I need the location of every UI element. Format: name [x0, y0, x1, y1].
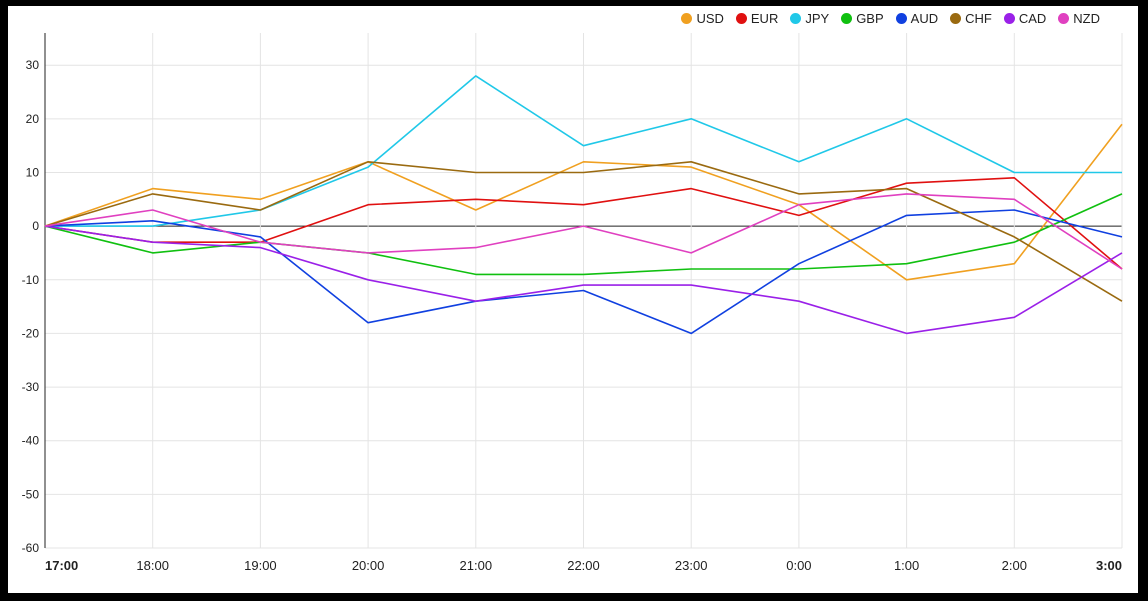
series-line-jpy: [45, 75, 1122, 227]
legend-item-eur[interactable]: EUR: [735, 11, 779, 26]
legend-swatch: [1058, 13, 1070, 24]
legend-swatch: [790, 13, 802, 24]
x-tick-label: 23:00: [675, 558, 708, 573]
y-tick-label: 30: [26, 58, 40, 72]
legend-label: GBP: [856, 11, 884, 26]
series-line-chf: [44, 161, 1123, 302]
legend-item-aud[interactable]: AUD: [895, 11, 939, 26]
legend-swatch: [895, 13, 907, 24]
chart-frame: 30 20 10 0 -10 -20 -30 -40 -50 -60 17:00 18:00 19:0…: [8, 6, 1138, 593]
x-tick-label: 21:00: [460, 558, 493, 573]
legend-label: JPY: [805, 11, 830, 26]
legend-label: NZD: [1073, 11, 1100, 26]
series-line-usd: [44, 123, 1123, 281]
x-tick-label: 2:00: [1002, 558, 1027, 573]
grid-lines: [44, 33, 1123, 549]
x-tick-label: 19:00: [244, 558, 277, 573]
x-tick-label: 0:00: [786, 558, 811, 573]
y-tick-label: 20: [26, 112, 40, 126]
y-tick-label: -20: [22, 326, 40, 340]
y-tick-label: 0: [32, 219, 39, 233]
x-tick-label: 17:00: [45, 558, 78, 573]
series-line-nzd: [44, 193, 1123, 270]
legend-label: CHF: [965, 11, 992, 26]
x-axis-ticks: 17:00 18:00 19:00 20:00 21:00 22:00 23:00 0:00 1…: [45, 558, 1122, 573]
legend-item-usd[interactable]: USD: [681, 11, 724, 26]
y-tick-label: -10: [22, 273, 40, 287]
legend-label: USD: [696, 11, 724, 26]
legend-item-jpy[interactable]: JPY: [790, 11, 829, 26]
legend-label: EUR: [750, 11, 779, 26]
series-lines: [44, 75, 1123, 335]
legend-swatch: [681, 13, 693, 24]
legend-item-chf[interactable]: CHF: [950, 11, 992, 26]
x-tick-label: 18:00: [136, 558, 169, 573]
series-line-cad: [44, 225, 1123, 335]
x-tick-label: 22:00: [567, 558, 600, 573]
x-tick-label: 20:00: [352, 558, 385, 573]
line-chart: 30 20 10 0 -10 -20 -30 -40 -50 -60 17:00 18:00 19:0…: [22, 33, 1123, 573]
legend-swatch: [1003, 13, 1015, 24]
y-axis-ticks: 30 20 10 0 -10 -20 -30 -40 -50 -60: [22, 58, 40, 555]
legend-swatch: [735, 13, 747, 24]
legend: USD EUR JPY GBP AUD CHF CAD NZD: [681, 11, 1100, 26]
y-tick-label: 10: [26, 165, 40, 179]
legend-item-nzd[interactable]: NZD: [1058, 11, 1100, 26]
series-line-eur: [44, 177, 1123, 270]
x-tick-label: 3:00: [1096, 558, 1122, 573]
legend-item-gbp[interactable]: GBP: [841, 11, 884, 26]
legend-label: CAD: [1018, 11, 1047, 26]
y-tick-label: -50: [22, 487, 40, 501]
legend-swatch: [841, 13, 853, 24]
legend-swatch: [950, 13, 962, 24]
y-tick-label: -30: [22, 380, 40, 394]
y-tick-label: -40: [22, 434, 40, 448]
y-tick-label: -60: [22, 541, 40, 555]
legend-item-cad[interactable]: CAD: [1003, 11, 1047, 26]
legend-label: AUD: [910, 11, 939, 26]
x-tick-label: 1:00: [894, 558, 919, 573]
